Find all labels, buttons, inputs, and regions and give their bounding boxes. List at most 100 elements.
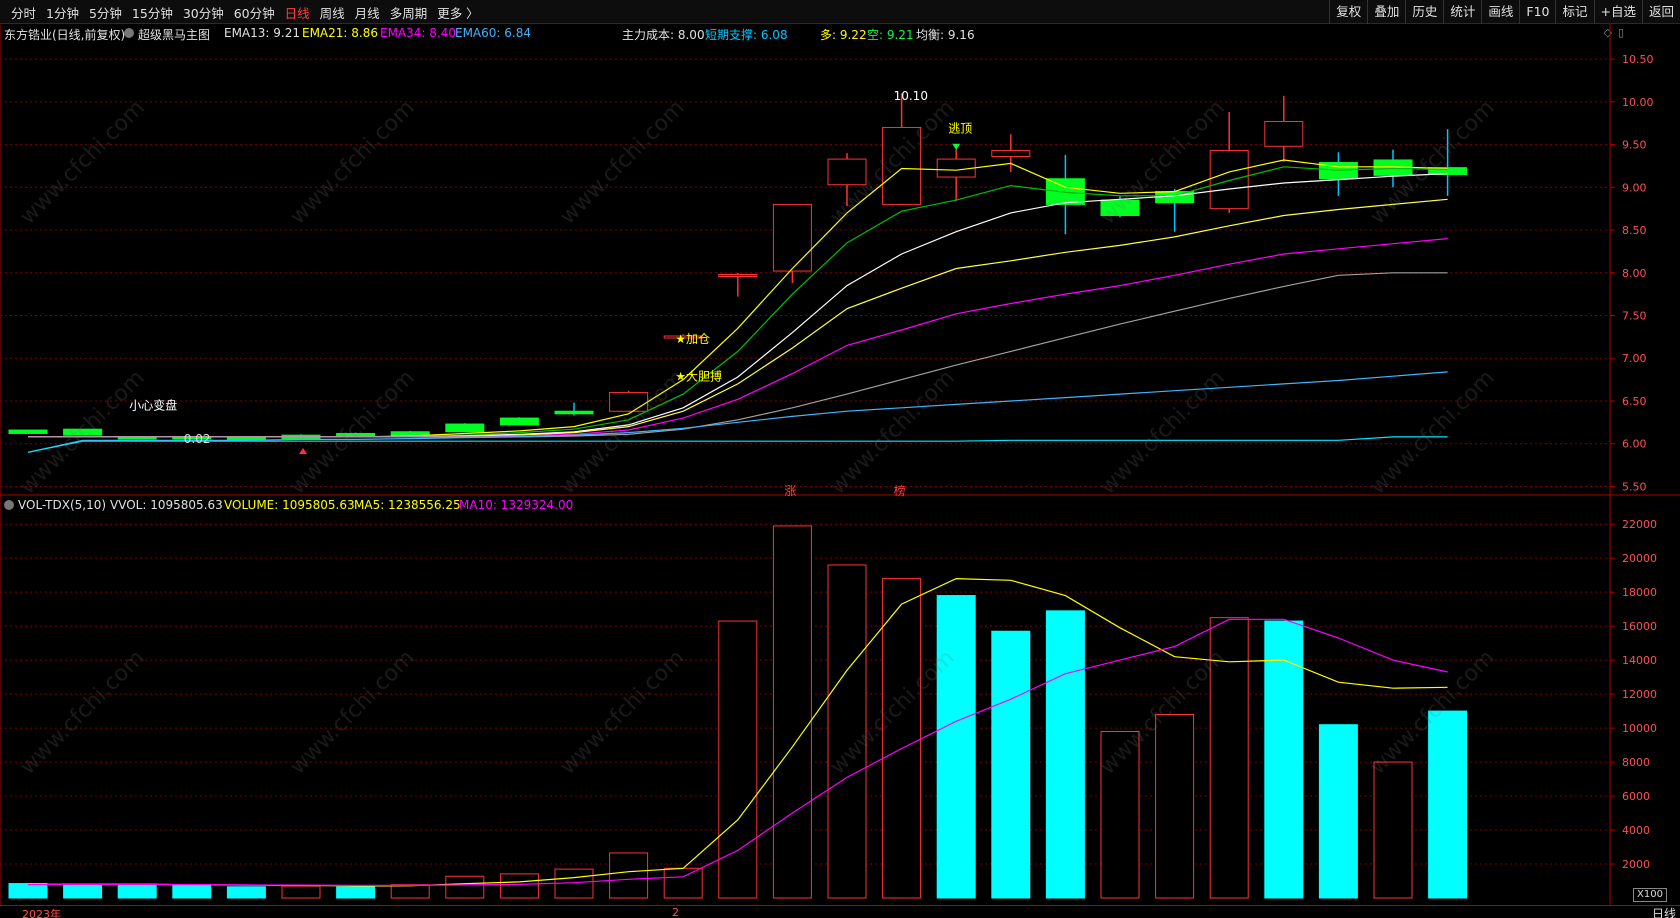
volume-ma10-line — [27, 618, 1448, 886]
chart-annotation-2: ★加仓 — [675, 332, 710, 346]
price-tick-label: 8.00 — [1622, 267, 1647, 280]
volume-tick-label: 22000 — [1622, 518, 1657, 531]
volume-tick-label: 12000 — [1622, 688, 1657, 701]
volume-bar — [827, 564, 867, 899]
volume-bar — [772, 525, 812, 899]
ma-line-ema34 — [28, 238, 1448, 438]
ema13-value: EMA13: 9.21 — [224, 26, 300, 40]
tool-button-4[interactable]: 画线 — [1481, 0, 1519, 24]
chart-annotation-5: 逃顶 — [948, 122, 972, 136]
candle-body — [1100, 199, 1140, 217]
volume-bar — [1428, 710, 1468, 899]
diamond-icon[interactable]: ◇ — [1603, 26, 1612, 39]
tool-button-7[interactable]: +自选 — [1593, 0, 1642, 24]
indicator-menu-icon[interactable] — [124, 28, 134, 38]
volume-bar — [1264, 620, 1304, 899]
ema34-value: EMA34: 8.40 — [380, 26, 456, 40]
timeframe-tab-6[interactable]: 日线 — [284, 5, 310, 21]
timeframe-tab-2[interactable]: 5分钟 — [88, 5, 122, 21]
timeframe-tab-0[interactable]: 分时 — [11, 5, 37, 21]
timeframe-tab-1[interactable]: 1分钟 — [46, 5, 79, 21]
timeframe-tab-5[interactable]: 60分钟 — [233, 5, 275, 21]
indicator-name[interactable]: 超级黑马主图 — [138, 28, 211, 42]
timeframe-tab-9[interactable]: 多周期 — [389, 5, 428, 21]
kong-value: 空: 9.21 — [867, 28, 914, 42]
price-tick-label: 6.00 — [1622, 438, 1647, 451]
volume-bar — [336, 886, 376, 899]
volume-bar — [1100, 730, 1140, 899]
ma-line-gray — [28, 272, 1448, 438]
tool-button-5[interactable]: F10 — [1519, 0, 1555, 24]
volume-bar — [991, 630, 1031, 899]
tool-button-1[interactable]: 叠加 — [1367, 0, 1405, 24]
chart-annotation-6: 涨 — [784, 483, 796, 498]
sell-arrow-icon — [952, 143, 961, 150]
candle-body — [554, 410, 594, 415]
period-label: 日线 — [1651, 907, 1676, 918]
volume-bar — [1209, 617, 1249, 899]
ma10-value: MA10: 1329324.00 — [459, 498, 574, 512]
volume-tick-label: 2000 — [1622, 858, 1650, 871]
candle-body — [445, 423, 485, 433]
price-tick-label: 6.50 — [1622, 395, 1647, 408]
chart-corner-icons: ◇ ▯ — [1597, 26, 1624, 39]
volume-bar — [936, 595, 976, 899]
ma-line-support — [27, 436, 1448, 453]
candle-body — [226, 437, 266, 441]
tool-button-0[interactable]: 复权 — [1329, 0, 1367, 24]
volume-tick-label: 10000 — [1622, 722, 1657, 735]
volume-bar — [117, 883, 157, 899]
price-tick-label: 10.50 — [1622, 53, 1654, 66]
candle-body — [991, 150, 1031, 158]
price-tick-label: 9.50 — [1622, 139, 1647, 152]
tool-button-6[interactable]: 标记 — [1555, 0, 1593, 24]
volume-bar — [1045, 610, 1085, 899]
volume-bar — [281, 885, 321, 899]
timeframe-tab-4[interactable]: 30分钟 — [182, 5, 224, 21]
chart-annotation-1: 0.02 — [184, 432, 211, 446]
candle-body — [1428, 167, 1468, 175]
candle-body — [772, 203, 812, 272]
price-tick-label: 9.00 — [1622, 181, 1647, 194]
volume-tick-label: 14000 — [1622, 654, 1657, 667]
balance-value: 均衡: 9.16 — [916, 28, 975, 42]
volume-bar — [8, 883, 48, 899]
timeframe-tab-10[interactable]: 更多 〉 — [437, 5, 479, 21]
price-tick-label: 7.50 — [1622, 310, 1647, 323]
timeframe-tab-8[interactable]: 月线 — [354, 5, 380, 21]
vol-indicator-name[interactable]: VOL-TDX(5,10) — [18, 498, 107, 512]
tool-button-8[interactable]: 返回 — [1641, 0, 1680, 24]
candle-body — [882, 126, 922, 205]
tool-button-3[interactable]: 统计 — [1443, 0, 1481, 24]
timeframe-tab-7[interactable]: 周线 — [319, 5, 345, 21]
tool-buttons: 复权 叠加 历史 统计 画线 F10 标记 +自选 返回 — [1329, 0, 1680, 24]
top-toolbar: 分时 1分钟 5分钟 15分钟 30分钟 60分钟 日线 周线 月线 多周期 更多 〉 复权 叠加 历史… — [0, 0, 1680, 24]
candle-body — [663, 335, 703, 339]
volume-tick-label: 16000 — [1622, 620, 1657, 633]
candle-body — [827, 158, 867, 186]
candle-body — [718, 273, 758, 277]
volume-bar — [663, 867, 703, 899]
timeframe-tab-3[interactable]: 15分钟 — [131, 5, 173, 21]
chart-annotation-4: 10.10 — [894, 89, 928, 103]
volume-bar — [226, 886, 266, 899]
tool-button-2[interactable]: 历史 — [1405, 0, 1443, 24]
duo-value: 多: 9.22 — [820, 28, 867, 42]
candle-body — [499, 417, 539, 426]
volume-bar — [1373, 761, 1413, 899]
square-icon[interactable]: ▯ — [1617, 26, 1624, 39]
vvol-value: VVOL: 1095805.63 — [110, 498, 223, 512]
vol-indicator-menu-icon[interactable] — [4, 500, 14, 510]
volume-bar — [609, 852, 649, 899]
candle-body — [1209, 150, 1249, 210]
price-tick-label: 10.00 — [1622, 96, 1654, 109]
stock-name[interactable]: 东方锆业(日线,前复权) — [4, 28, 126, 42]
chart-annotation-7: 榜 — [894, 483, 906, 498]
chart-annotation-3: ★大胆搏 — [675, 369, 722, 383]
candle-body — [1045, 178, 1085, 205]
buy-arrow-icon — [299, 447, 307, 454]
volume-info-line: VOL-TDX(5,10) VVOL: 1095805.63 VOLUME: 1… — [0, 496, 1000, 514]
volume-bar — [63, 883, 103, 899]
volume-value: VOLUME: 1095805.63 — [224, 498, 355, 512]
